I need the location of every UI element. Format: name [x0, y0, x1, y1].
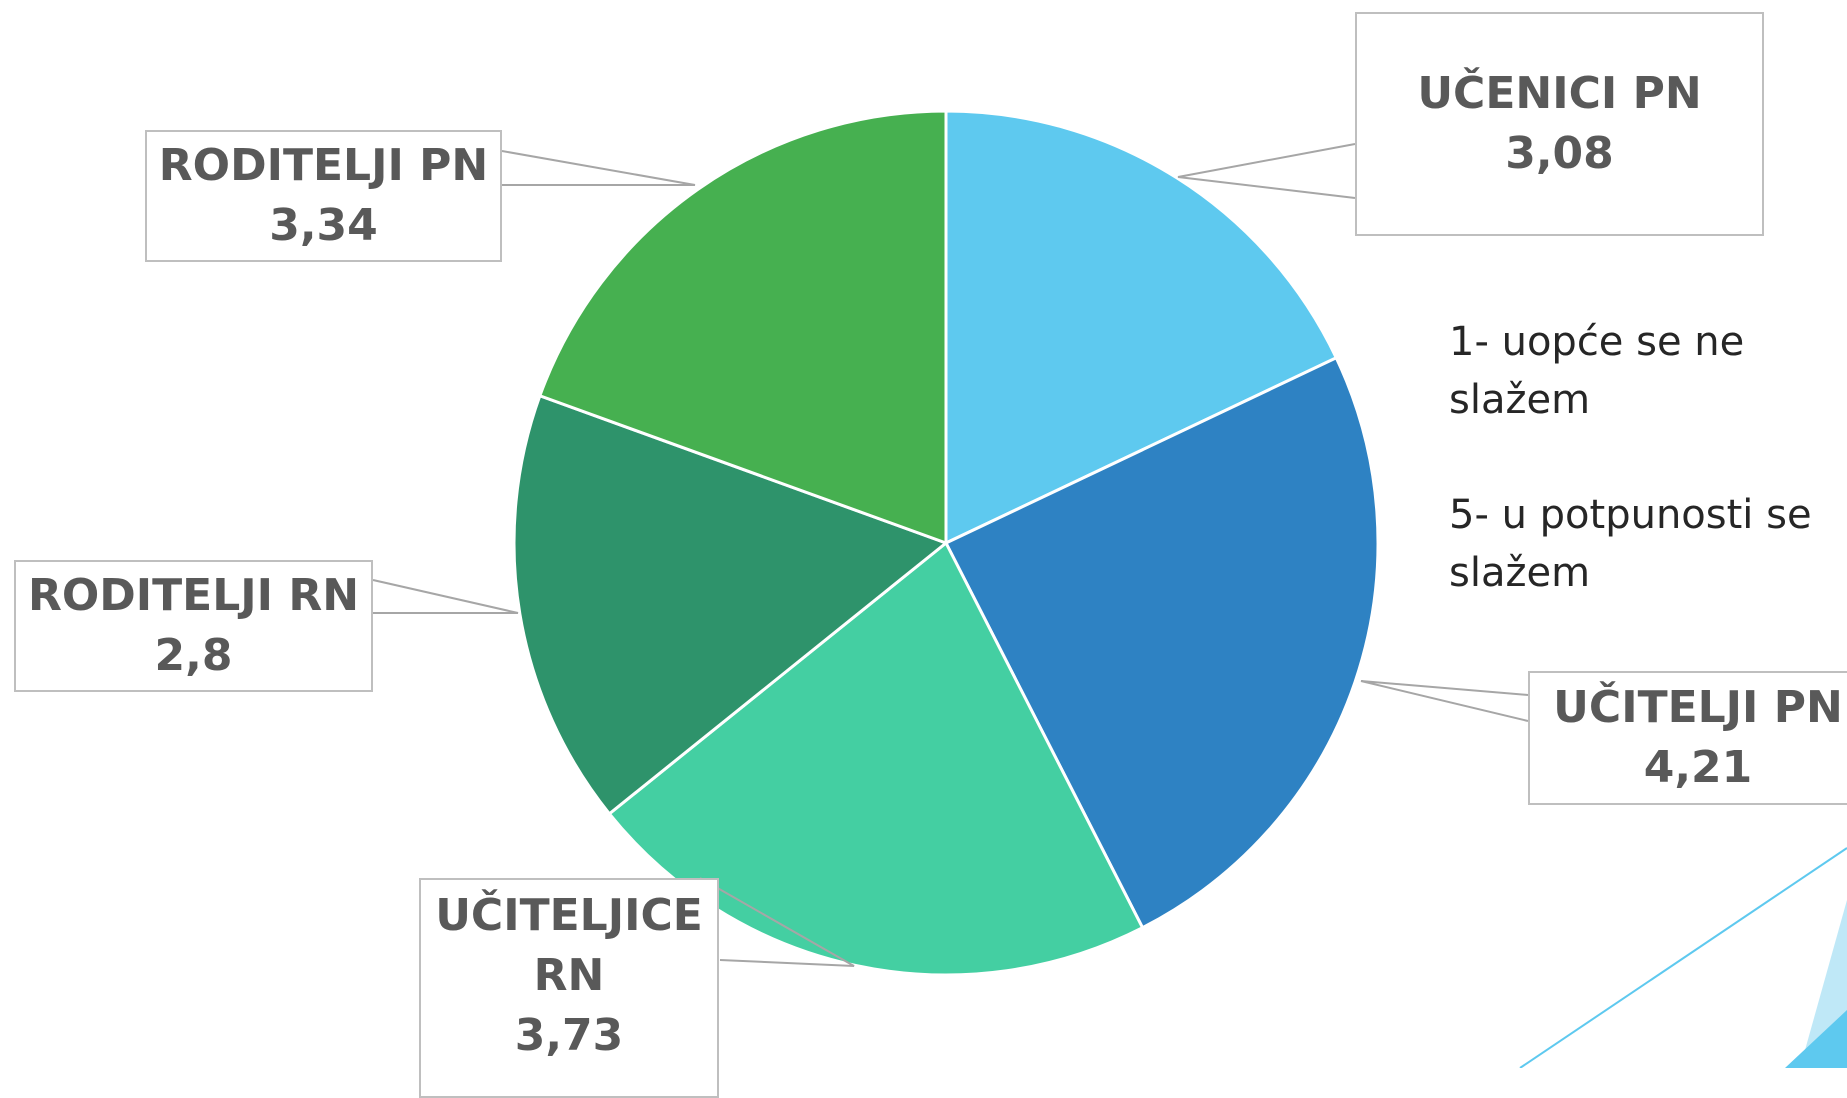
leader-line: [699, 877, 855, 967]
deco-shape: [1785, 1010, 1847, 1068]
value-label: 3,08: [1505, 128, 1614, 179]
leader-lines: [372, 143, 1529, 967]
data-label: UČENICI PN 3,08: [1355, 12, 1764, 236]
leader-line: [1360, 680, 1529, 722]
value-label: 4,21: [1643, 742, 1753, 793]
pie-slice: [943, 355, 1380, 930]
pie-slice: [537, 109, 948, 546]
pie-slice: [607, 540, 1145, 977]
category-label: UČITELJI PN: [1553, 682, 1843, 733]
page: {"chart_data": {"type": "pie", "categori…: [14, 12, 1847, 1098]
category-label: UČENICI PN: [1417, 68, 1702, 119]
category-label: RODITELJI RN: [27, 570, 360, 621]
note: 5- u potpunosti se slažem: [1449, 492, 1812, 596]
category-label: RODITELJI PN: [158, 140, 489, 191]
leader-line: [501, 150, 696, 186]
leader-line: [1177, 143, 1356, 199]
data-label: UČITELJICE RN 3,73: [419, 878, 719, 1098]
data-label: RODITELJI RN 2,8: [14, 560, 373, 692]
pie: [512, 109, 1380, 977]
note: 1- uopće se ne slažem: [1449, 319, 1745, 423]
chart: [372, 109, 1847, 1068]
value-label: 3,34: [269, 200, 378, 251]
category-label: UČITELJICE RN: [435, 890, 703, 1001]
data-label: UČITELJI PN 4,21: [1528, 671, 1847, 805]
leader-line: [372, 579, 519, 614]
pie-slice: [512, 393, 950, 816]
decoration: [1519, 847, 1847, 1068]
data-label: RODITELJI PN 3,34: [145, 130, 502, 262]
value-label: 3,73: [514, 1010, 624, 1061]
value-label: 2,8: [154, 630, 233, 681]
deco-line: [1519, 847, 1847, 1068]
pie-slice: [944, 109, 1339, 546]
